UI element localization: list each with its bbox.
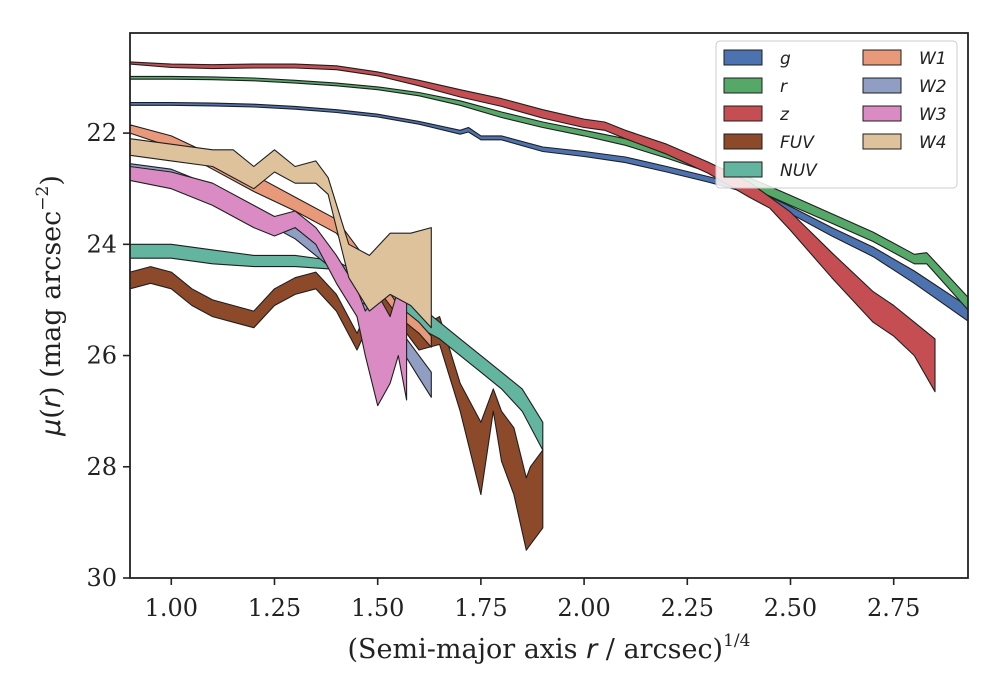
x-axis-ticks: 1.00 1.25 1.50 1.75 2.00 2.25 2.50 2.75 xyxy=(145,578,920,622)
band-w4 xyxy=(129,138,432,329)
y-tick-label: 24 xyxy=(86,230,117,258)
y-axis-ticks: 22 24 26 28 30 xyxy=(86,119,130,592)
x-tick-label: 1.75 xyxy=(454,594,507,622)
x-axis-label: (Semi-major axis r / arcsec)1/4 xyxy=(348,631,751,665)
band-w3 xyxy=(129,165,408,407)
legend-label-z: z xyxy=(779,105,790,125)
x-tick-label: 1.00 xyxy=(145,594,198,622)
legend-swatch-w4 xyxy=(862,133,902,150)
y-tick-label: 26 xyxy=(86,342,117,370)
legend-swatch-g xyxy=(723,49,763,66)
y-axis-label: μ(r) (mag arcsec−2) xyxy=(33,175,67,437)
legend: grz FUV NUV W1 W2 W3 W4 xyxy=(715,40,958,189)
legend-label-w2: W2 xyxy=(919,77,947,97)
legend-swatch-z xyxy=(723,105,763,122)
plot-frame xyxy=(129,32,969,579)
legend-label-fuv: FUV xyxy=(780,133,815,153)
legend-label-w1: W1 xyxy=(919,49,947,69)
x-tick-label: 2.75 xyxy=(867,594,920,622)
legend-swatch-fuv xyxy=(723,133,763,150)
legend-swatch-w2 xyxy=(862,77,902,94)
legend-swatch-r xyxy=(723,77,763,94)
x-tick-label: 1.25 xyxy=(248,594,301,622)
data-bands xyxy=(129,61,969,551)
x-tick-label: 2.50 xyxy=(764,594,817,622)
y-tick-label: 28 xyxy=(86,453,117,481)
x-tick-label: 2.00 xyxy=(557,594,610,622)
legend-label-w4: W4 xyxy=(919,133,947,153)
y-tick-label: 30 xyxy=(86,564,117,592)
legend-label-r: r xyxy=(780,77,788,97)
x-tick-label: 1.50 xyxy=(351,594,404,622)
legend-swatch-w1 xyxy=(862,49,902,66)
band-w1 xyxy=(129,124,432,348)
legend-label-g: g xyxy=(780,49,791,69)
band-fuv xyxy=(129,266,544,551)
legend-label-w3: W3 xyxy=(919,105,947,125)
legend-swatch-w3 xyxy=(862,105,902,122)
x-tick-label: 2.25 xyxy=(661,594,714,622)
band-z xyxy=(129,61,936,393)
y-tick-label: 22 xyxy=(86,119,117,147)
legend-swatch-nuv xyxy=(723,161,763,178)
legend-label-nuv: NUV xyxy=(780,161,818,181)
